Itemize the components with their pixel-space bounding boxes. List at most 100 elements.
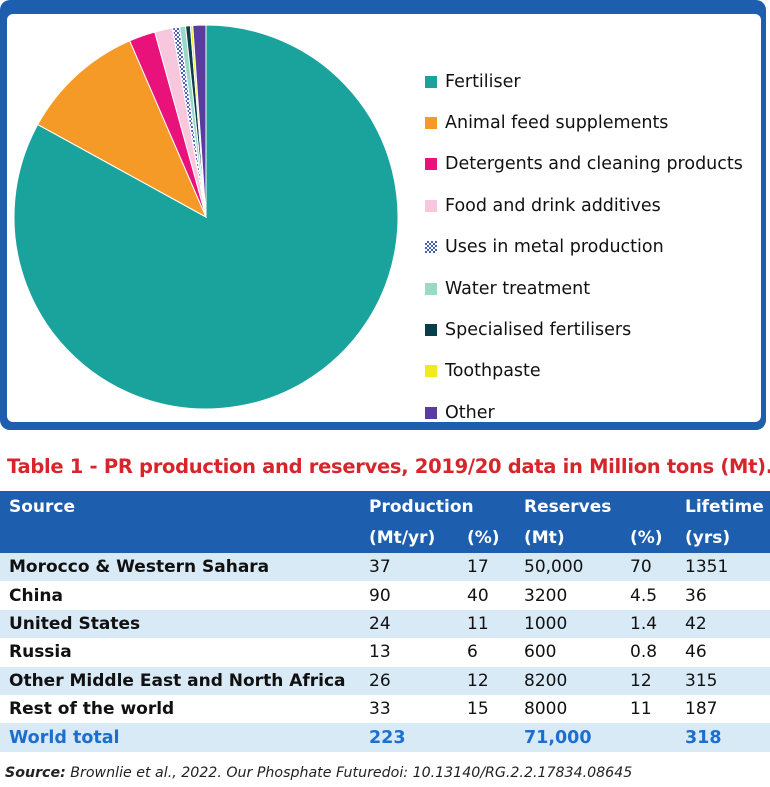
column-header: Lifetime bbox=[685, 497, 764, 517]
column-header: Production bbox=[369, 497, 474, 517]
row-value-cell: 24 bbox=[369, 613, 391, 634]
chart-panel: Fertiliser Animal feed supplements Deterge… bbox=[7, 14, 761, 423]
table-row: Morocco & Western Sahara 37 17 50,000 70 1351 bbox=[0, 553, 770, 582]
legend-swatch bbox=[425, 117, 437, 130]
data-table: Source Production Reserves Lifetime (Mt/yr)… bbox=[0, 491, 770, 752]
column-header: Source bbox=[9, 497, 76, 517]
row-value-cell: 42 bbox=[685, 613, 707, 634]
row-source-cell: China bbox=[9, 585, 63, 606]
row-value-cell: 11 bbox=[467, 613, 489, 634]
legend-swatch bbox=[425, 365, 437, 378]
table-row: United States 24 11 1000 1.4 42 bbox=[0, 609, 770, 639]
legend-swatch bbox=[425, 406, 437, 419]
row-value-cell: 3200 bbox=[524, 585, 568, 606]
legend-swatch bbox=[425, 158, 437, 171]
total-label-cell: World total bbox=[9, 727, 120, 748]
row-value-cell: 90 bbox=[369, 585, 391, 606]
table-row: Other Middle East and North Africa 26 12 82… bbox=[0, 666, 770, 695]
row-source-cell: Morocco & Western Sahara bbox=[9, 557, 270, 578]
row-value-cell: 46 bbox=[685, 642, 707, 663]
legend-swatch bbox=[425, 324, 437, 337]
legend-label: Fertiliser bbox=[445, 71, 521, 92]
row-value-cell: 15 bbox=[467, 699, 489, 720]
legend-label: Uses in metal production bbox=[445, 237, 664, 258]
legend-item-fertiliser: Fertiliser bbox=[425, 61, 743, 102]
total-value-cell bbox=[467, 723, 524, 751]
column-header bbox=[467, 491, 524, 523]
legend-label: Food and drink additives bbox=[445, 195, 661, 216]
row-value-cell: 50,000 bbox=[524, 557, 584, 578]
row-source-cell: Rest of the world bbox=[9, 699, 175, 720]
legend-item-uses-in-metal-production: Uses in metal production bbox=[425, 227, 743, 268]
legend-item-food-and-drink-additives: Food and drink additives bbox=[425, 185, 743, 226]
row-value-cell: 17 bbox=[467, 557, 489, 578]
table-header-row-units: (Mt/yr) (%) (Mt) (%) (yrs) bbox=[0, 523, 770, 553]
row-source-cell: United States bbox=[9, 613, 141, 634]
chart-frame: Fertiliser Animal feed supplements Deterge… bbox=[0, 0, 766, 430]
row-source-cell: Russia bbox=[9, 642, 72, 663]
row-value-cell: 8200 bbox=[524, 670, 568, 691]
pie-slice-other bbox=[192, 24, 207, 218]
row-value-cell: 12 bbox=[630, 670, 652, 691]
legend-label: Toothpaste bbox=[445, 361, 541, 382]
row-value-cell: 600 bbox=[524, 642, 557, 663]
row-value-cell: 26 bbox=[369, 670, 391, 691]
legend-item-other: Other bbox=[425, 392, 743, 433]
row-value-cell: 33 bbox=[369, 699, 391, 720]
legend-swatch bbox=[425, 241, 437, 254]
legend-label: Water treatment bbox=[445, 278, 591, 299]
row-value-cell: 187 bbox=[685, 699, 718, 720]
table-title: Table 1 - PR production and reserves, 20… bbox=[7, 455, 770, 478]
row-value-cell: 40 bbox=[467, 585, 489, 606]
row-value-cell: 36 bbox=[685, 585, 707, 606]
column-header bbox=[630, 491, 685, 523]
column-header-unit: (Mt) bbox=[524, 528, 565, 548]
legend-label: Animal feed supplements bbox=[445, 113, 669, 134]
total-value-cell bbox=[630, 723, 685, 751]
row-value-cell: 13 bbox=[369, 642, 391, 663]
column-header-unit bbox=[0, 523, 369, 553]
table-header-row: Source Production Reserves Lifetime bbox=[0, 491, 770, 523]
column-header-unit: (%) bbox=[467, 528, 500, 548]
row-value-cell: 1.4 bbox=[630, 613, 658, 634]
legend-swatch bbox=[425, 75, 437, 88]
source-label: Source: bbox=[5, 765, 66, 781]
legend-item-toothpaste: Toothpaste bbox=[425, 351, 743, 392]
row-value-cell: 0.8 bbox=[630, 642, 658, 663]
row-value-cell: 1000 bbox=[524, 613, 568, 634]
column-header-unit: (Mt/yr) bbox=[369, 528, 436, 548]
source-note: Source: Brownlie et al., 2022. Our Phosp… bbox=[5, 765, 632, 781]
row-value-cell: 1351 bbox=[685, 557, 729, 578]
legend-item-specialised-fertilisers: Specialised fertilisers bbox=[425, 309, 743, 350]
column-header-unit: (yrs) bbox=[685, 528, 731, 548]
legend-swatch bbox=[425, 199, 437, 212]
pie-slices bbox=[13, 24, 399, 410]
legend-swatch bbox=[425, 282, 437, 295]
legend-item-animal-feed-supplements: Animal feed supplements bbox=[425, 102, 743, 143]
table-row: Rest of the world 33 15 8000 11 187 bbox=[0, 694, 770, 724]
legend-label: Detergents and cleaning products bbox=[445, 154, 743, 175]
pie-slice-animal-feed-supplements bbox=[37, 40, 208, 219]
column-header: Reserves bbox=[524, 497, 612, 517]
row-source-cell: Other Middle East and North Africa bbox=[9, 670, 346, 691]
source-text: Brownlie et al., 2022. Our Phosphate Fut… bbox=[65, 765, 633, 781]
row-value-cell: 6 bbox=[467, 642, 478, 663]
legend-item-water-treatment: Water treatment bbox=[425, 268, 743, 309]
total-value-cell: 223 bbox=[369, 727, 406, 748]
row-value-cell: 8000 bbox=[524, 699, 568, 720]
total-value-cell: 318 bbox=[685, 727, 722, 748]
legend-label: Specialised fertilisers bbox=[445, 320, 632, 341]
legend-label: Other bbox=[445, 402, 495, 423]
row-value-cell: 37 bbox=[369, 557, 391, 578]
total-row: World total 223 71,000 318 bbox=[0, 723, 770, 752]
table-row: Russia 13 6 600 0.8 46 bbox=[0, 638, 770, 667]
legend-item-detergents-and-cleaning-products: Detergents and cleaning products bbox=[425, 144, 743, 185]
total-value-cell: 71,000 bbox=[524, 727, 592, 748]
legend: Fertiliser Animal feed supplements Deterge… bbox=[425, 61, 743, 434]
row-value-cell: 4.5 bbox=[630, 585, 658, 606]
row-value-cell: 11 bbox=[630, 699, 652, 720]
pie-chart bbox=[13, 24, 399, 410]
row-value-cell: 70 bbox=[630, 557, 652, 578]
row-value-cell: 12 bbox=[467, 670, 489, 691]
row-value-cell: 315 bbox=[685, 670, 718, 691]
